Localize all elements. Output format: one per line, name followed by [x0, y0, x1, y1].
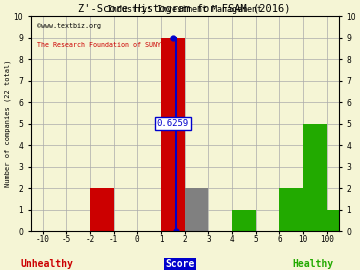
- Text: Score: Score: [165, 259, 195, 269]
- Text: 0.6259: 0.6259: [157, 119, 189, 128]
- Bar: [327, 210, 350, 231]
- Text: Industry: Investment Management: Industry: Investment Management: [107, 5, 262, 14]
- Bar: [161, 38, 185, 231]
- Text: ©www.textbiz.org: ©www.textbiz.org: [37, 23, 101, 29]
- Bar: [185, 188, 208, 231]
- Title: Z'-Score Histogram for FSAM (2016): Z'-Score Histogram for FSAM (2016): [78, 4, 291, 14]
- Bar: [303, 124, 327, 231]
- Text: Unhealthy: Unhealthy: [21, 259, 73, 269]
- Bar: [90, 188, 114, 231]
- Y-axis label: Number of companies (22 total): Number of companies (22 total): [4, 60, 11, 187]
- Bar: [279, 188, 303, 231]
- Text: The Research Foundation of SUNY: The Research Foundation of SUNY: [37, 42, 161, 48]
- Text: Healthy: Healthy: [293, 259, 334, 269]
- Bar: [232, 210, 256, 231]
